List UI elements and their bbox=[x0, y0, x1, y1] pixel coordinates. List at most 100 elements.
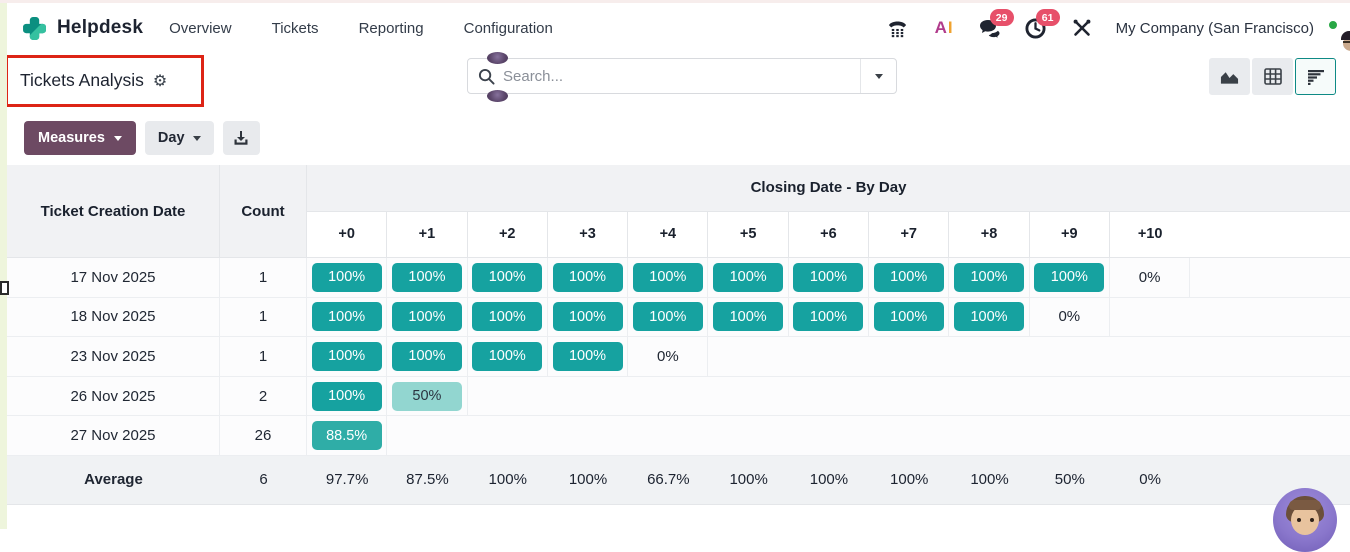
cohort-cell[interactable]: 100% bbox=[468, 297, 548, 337]
cohort-cell bbox=[1030, 416, 1110, 455]
day-column-header: +0 bbox=[307, 211, 388, 257]
messages-icon[interactable]: 29 bbox=[978, 9, 1014, 40]
cohort-cell[interactable]: 100% bbox=[628, 297, 709, 337]
average-value: 0% bbox=[1139, 471, 1161, 489]
cohort-cell[interactable]: 100% bbox=[869, 297, 950, 337]
cohort-cell[interactable]: 100% bbox=[548, 258, 629, 297]
row-date[interactable]: 23 Nov 2025 bbox=[7, 337, 220, 376]
row-date[interactable]: 17 Nov 2025 bbox=[7, 258, 220, 297]
cohort-cell[interactable]: 100% bbox=[468, 337, 548, 376]
percentage-badge[interactable]: 100% bbox=[311, 381, 382, 411]
company-selector[interactable]: My Company (San Francisco) bbox=[1115, 19, 1314, 37]
cohort-cell[interactable]: 100% bbox=[789, 258, 870, 297]
percentage-badge[interactable]: 100% bbox=[954, 262, 1025, 292]
cohort-cell[interactable]: 100% bbox=[307, 337, 388, 376]
table-row: 23 Nov 2025 1 100% 100% 100% 100% 0% bbox=[7, 337, 1350, 377]
percentage-badge[interactable]: 100% bbox=[391, 262, 462, 292]
row-group-header[interactable]: Ticket Creation Date bbox=[7, 165, 220, 257]
percentage-badge[interactable]: 100% bbox=[873, 302, 944, 332]
search-bar[interactable] bbox=[467, 58, 897, 94]
cohort-cell[interactable]: 88.5% bbox=[307, 416, 388, 455]
cohort-cell[interactable]: 50% bbox=[387, 376, 468, 416]
average-values: 97.7% 87.5% 100% 100% 66.7% 100% 100% 100% 100% 5… bbox=[307, 456, 1350, 504]
percentage-badge[interactable]: 100% bbox=[1034, 262, 1105, 292]
percentage-badge[interactable]: 100% bbox=[632, 302, 703, 332]
nav-item-configuration[interactable]: Configuration bbox=[463, 19, 553, 37]
cohort-cell bbox=[1110, 416, 1190, 455]
cohort-cell[interactable]: 100% bbox=[387, 297, 468, 337]
voip-phone-icon[interactable] bbox=[886, 16, 910, 40]
cohort-cell bbox=[949, 377, 1029, 416]
percentage-badge[interactable]: 88.5% bbox=[311, 421, 382, 451]
cohort-cell[interactable]: 100% bbox=[628, 258, 709, 297]
percentage-badge[interactable]: 100% bbox=[472, 262, 543, 292]
average-value: 100% bbox=[890, 471, 929, 489]
cohort-cell[interactable]: 100% bbox=[708, 297, 789, 337]
tools-icon[interactable] bbox=[1070, 16, 1094, 40]
nav-item-reporting[interactable]: Reporting bbox=[358, 19, 424, 37]
row-date[interactable]: 27 Nov 2025 bbox=[7, 416, 220, 455]
nav-item-overview[interactable]: Overview bbox=[169, 19, 232, 37]
cohort-cell[interactable]: 100% bbox=[468, 258, 548, 297]
percentage-badge[interactable]: 100% bbox=[472, 302, 543, 332]
measures-button[interactable]: Measures bbox=[24, 121, 136, 155]
interval-button[interactable]: Day bbox=[144, 121, 214, 155]
column-group-header[interactable]: Closing Date - By Day bbox=[307, 165, 1350, 212]
cohort-cell[interactable]: 100% bbox=[387, 258, 468, 297]
percentage-badge[interactable]: 100% bbox=[552, 302, 623, 332]
pivot-view-button[interactable] bbox=[1252, 58, 1293, 95]
click-marker-bottom bbox=[487, 90, 508, 102]
percentage-badge[interactable]: 100% bbox=[793, 262, 864, 292]
percentage-badge[interactable]: 100% bbox=[391, 302, 462, 332]
cohort-cell[interactable]: 100% bbox=[307, 258, 388, 297]
cohort-cell[interactable]: 100% bbox=[387, 337, 468, 376]
cohort-cell[interactable]: 100% bbox=[1030, 258, 1110, 297]
graph-view-button[interactable] bbox=[1209, 58, 1250, 95]
percentage-badge[interactable]: 100% bbox=[552, 262, 623, 292]
nav-item-tickets[interactable]: Tickets bbox=[271, 19, 319, 37]
cohort-view-button[interactable] bbox=[1295, 58, 1336, 95]
percentage-badge[interactable]: 100% bbox=[713, 262, 784, 292]
average-value: 100% bbox=[729, 471, 768, 489]
cohort-cell bbox=[949, 337, 1029, 376]
percentage-badge[interactable]: 100% bbox=[552, 341, 623, 371]
percentage-badge[interactable]: 100% bbox=[472, 341, 543, 371]
search-input[interactable] bbox=[503, 67, 860, 85]
zero-percentage: 0% bbox=[656, 347, 679, 365]
cohort-cell[interactable]: 100% bbox=[949, 258, 1030, 297]
percentage-badge[interactable]: 50% bbox=[391, 381, 462, 411]
gear-icon[interactable]: ⚙ bbox=[152, 72, 168, 90]
cohort-cell bbox=[949, 416, 1029, 455]
app-brand[interactable]: Helpdesk bbox=[22, 16, 143, 41]
cohort-cell[interactable]: 100% bbox=[869, 258, 950, 297]
percentage-badge[interactable]: 100% bbox=[391, 341, 462, 371]
percentage-badge[interactable]: 100% bbox=[311, 341, 382, 371]
zero-percentage: 0% bbox=[1138, 268, 1161, 286]
cohort-cell[interactable]: 100% bbox=[307, 376, 388, 416]
page-title: Tickets Analysis ⚙ bbox=[20, 70, 167, 91]
cohort-cell[interactable]: 100% bbox=[708, 258, 789, 297]
percentage-badge[interactable]: 100% bbox=[793, 302, 864, 332]
cohort-cell[interactable]: 100% bbox=[548, 337, 629, 376]
cohort-cell[interactable]: 100% bbox=[307, 297, 388, 337]
row-date[interactable]: 26 Nov 2025 bbox=[7, 376, 220, 416]
percentage-badge[interactable]: 100% bbox=[311, 302, 382, 332]
table-row: 27 Nov 2025 26 88.5% bbox=[7, 416, 1350, 456]
day-column-header: +9 bbox=[1030, 211, 1110, 257]
cohort-cell[interactable]: 100% bbox=[789, 297, 870, 337]
window-top-edge bbox=[0, 0, 1350, 3]
cohort-cell[interactable]: 100% bbox=[548, 297, 629, 337]
download-button[interactable] bbox=[222, 121, 260, 155]
search-dropdown-toggle[interactable] bbox=[860, 59, 896, 93]
activities-clock-icon[interactable]: 61 bbox=[1024, 9, 1060, 40]
ai-icon-letter-a: A bbox=[934, 18, 947, 37]
percentage-badge[interactable]: 100% bbox=[873, 262, 944, 292]
percentage-badge[interactable]: 100% bbox=[632, 262, 703, 292]
row-date[interactable]: 18 Nov 2025 bbox=[7, 297, 220, 337]
cohort-cell[interactable]: 100% bbox=[949, 297, 1030, 337]
percentage-badge[interactable]: 100% bbox=[954, 302, 1025, 332]
percentage-badge[interactable]: 100% bbox=[311, 262, 382, 292]
percentage-badge[interactable]: 100% bbox=[713, 302, 784, 332]
livechat-avatar-button[interactable] bbox=[1273, 488, 1337, 552]
